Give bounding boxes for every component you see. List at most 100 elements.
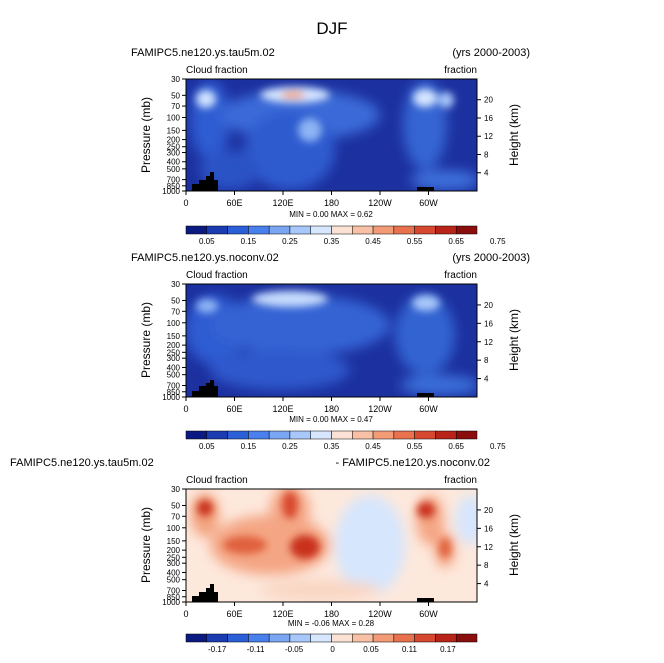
x-tick-label: 180 xyxy=(324,609,339,619)
colorbar-swatch xyxy=(227,633,249,643)
y-right-tick-label: 4 xyxy=(484,375,489,384)
colorbar-swatch xyxy=(268,633,291,643)
y-right-tick-label: 12 xyxy=(484,132,493,141)
colorbar-swatch xyxy=(331,225,353,235)
colorbar-swatch xyxy=(185,430,208,440)
y-tick-label: 70 xyxy=(171,102,180,111)
colorbar-swatch xyxy=(289,225,311,235)
x-tick-label: 120E xyxy=(272,609,293,619)
colorbar-label: 0.45 xyxy=(365,442,381,451)
y-tick-label: 70 xyxy=(171,512,180,521)
panel-right-title: (yrs 2000-2003) xyxy=(452,252,530,264)
y-tick-label: 30 xyxy=(171,280,180,289)
colorbar-swatch xyxy=(414,633,436,643)
y-axis-label: Pressure (mb) xyxy=(139,302,153,378)
colorbar-label: 0.75 xyxy=(490,237,506,246)
colorbar-swatch xyxy=(268,225,291,235)
y-axis-right: 20 16 12 8 4 xyxy=(477,301,493,384)
terrain-mask xyxy=(192,380,434,397)
colorbar: 0.05 0.15 0.25 0.35 0.45 0.55 0.65 0.75 xyxy=(185,225,506,246)
colorbar-label: 0.35 xyxy=(324,237,340,246)
x-axis: 0 60E 120E 180 120W 60W xyxy=(183,191,438,208)
x-tick-label: 0 xyxy=(183,609,188,619)
colorbar-label: 0.75 xyxy=(490,442,506,451)
colorbar-swatch xyxy=(289,633,311,643)
x-tick-label: 60W xyxy=(419,198,438,208)
colorbar-swatch xyxy=(227,430,249,440)
x-tick-label: 0 xyxy=(183,198,188,208)
colorbar-swatch xyxy=(414,225,436,235)
y-tick-label: 500 xyxy=(167,165,181,174)
y-right-tick-label: 16 xyxy=(484,524,493,533)
panel-right-subtitle: fraction xyxy=(444,270,477,281)
colorbar: 0.05 0.15 0.25 0.35 0.45 0.55 0.65 0.75 xyxy=(185,430,506,451)
colorbar-swatch xyxy=(206,633,228,643)
y-tick-label: 1000 xyxy=(162,598,180,607)
y-right-tick-label: 8 xyxy=(484,356,489,365)
colorbar-swatch xyxy=(310,430,332,440)
panel-left-subtitle: Cloud fraction xyxy=(186,270,248,281)
y-right-tick-label: 20 xyxy=(484,96,493,105)
panel-noconv: FAMIPC5.ne120.ys.noconv.02 (yrs 2000-200… xyxy=(131,252,530,451)
y-axis-right: 20 16 12 8 4 xyxy=(477,506,493,589)
colorbar-swatch xyxy=(331,430,353,440)
y-tick-label: 500 xyxy=(167,371,181,380)
y-axis-label-right: Height (km) xyxy=(507,104,521,166)
colorbar-swatch xyxy=(310,225,332,235)
y-tick-label: 500 xyxy=(167,576,181,585)
y-right-tick-label: 4 xyxy=(484,169,489,178)
colorbar-label: 0 xyxy=(330,645,335,654)
x-tick-label: 0 xyxy=(183,404,188,414)
y-tick-label: 250 xyxy=(167,348,181,357)
y-tick-label: 1000 xyxy=(162,187,180,196)
y-tick-label: 1000 xyxy=(162,393,180,402)
colorbar-swatch xyxy=(185,633,208,643)
y-tick-label: 250 xyxy=(167,553,181,562)
y-tick-label: 300 xyxy=(167,149,181,158)
x-axis: 0 60E 120E 180 120W 60W xyxy=(183,397,438,414)
y-tick-label: 700 xyxy=(167,587,181,596)
colorbar-swatch xyxy=(268,430,291,440)
y-tick-label: 30 xyxy=(171,75,180,84)
x-tick-label: 60E xyxy=(226,198,242,208)
colorbar-swatch xyxy=(331,633,353,643)
heatmap-field xyxy=(186,284,477,397)
y-right-tick-label: 12 xyxy=(484,338,493,347)
x-tick-label: 60E xyxy=(226,404,242,414)
x-tick-label: 120W xyxy=(368,609,392,619)
panel-left-title: FAMIPC5.ne120.ys.tau5m.02 xyxy=(131,47,275,59)
colorbar-swatch xyxy=(393,633,415,643)
y-tick-label: 400 xyxy=(167,158,181,167)
panel-left-subtitle: Cloud fraction xyxy=(186,475,248,486)
panel-difference: FAMIPC5.ne120.ys.tau5m.02 - FAMIPC5.ne12… xyxy=(10,457,521,654)
y-tick-label: 300 xyxy=(167,559,181,568)
colorbar-label: 0.15 xyxy=(241,442,257,451)
colorbar-swatch xyxy=(352,633,374,643)
y-tick-label: 700 xyxy=(167,382,181,391)
colorbar-swatch xyxy=(185,225,208,235)
y-right-tick-label: 20 xyxy=(484,301,493,310)
colorbar-label: 0.65 xyxy=(448,442,464,451)
colorbar-swatch xyxy=(435,430,457,440)
colorbar-label: -0.11 xyxy=(247,645,265,654)
panel-right-title: (yrs 2000-2003) xyxy=(452,47,530,59)
y-right-tick-label: 4 xyxy=(484,580,489,589)
x-tick-label: 180 xyxy=(324,404,339,414)
colorbar-label: 0.05 xyxy=(199,442,215,451)
x-tick-label: 180 xyxy=(324,198,339,208)
y-tick-label: 100 xyxy=(167,319,181,328)
y-tick-label: 200 xyxy=(167,341,181,350)
colorbar-swatch xyxy=(248,633,270,643)
y-tick-label: 50 xyxy=(171,91,180,100)
colorbar-swatch xyxy=(455,633,478,643)
colorbar-label: 0.65 xyxy=(448,237,464,246)
colorbar-label: -0.05 xyxy=(285,645,304,654)
colorbar-swatch xyxy=(206,430,228,440)
y-tick-label: 400 xyxy=(167,363,181,372)
y-tick-label: 50 xyxy=(171,296,180,305)
colorbar-label: 0.25 xyxy=(282,442,298,451)
y-tick-label: 70 xyxy=(171,307,180,316)
y-axis-label: Pressure (mb) xyxy=(139,97,153,173)
colorbar-swatch xyxy=(248,225,270,235)
